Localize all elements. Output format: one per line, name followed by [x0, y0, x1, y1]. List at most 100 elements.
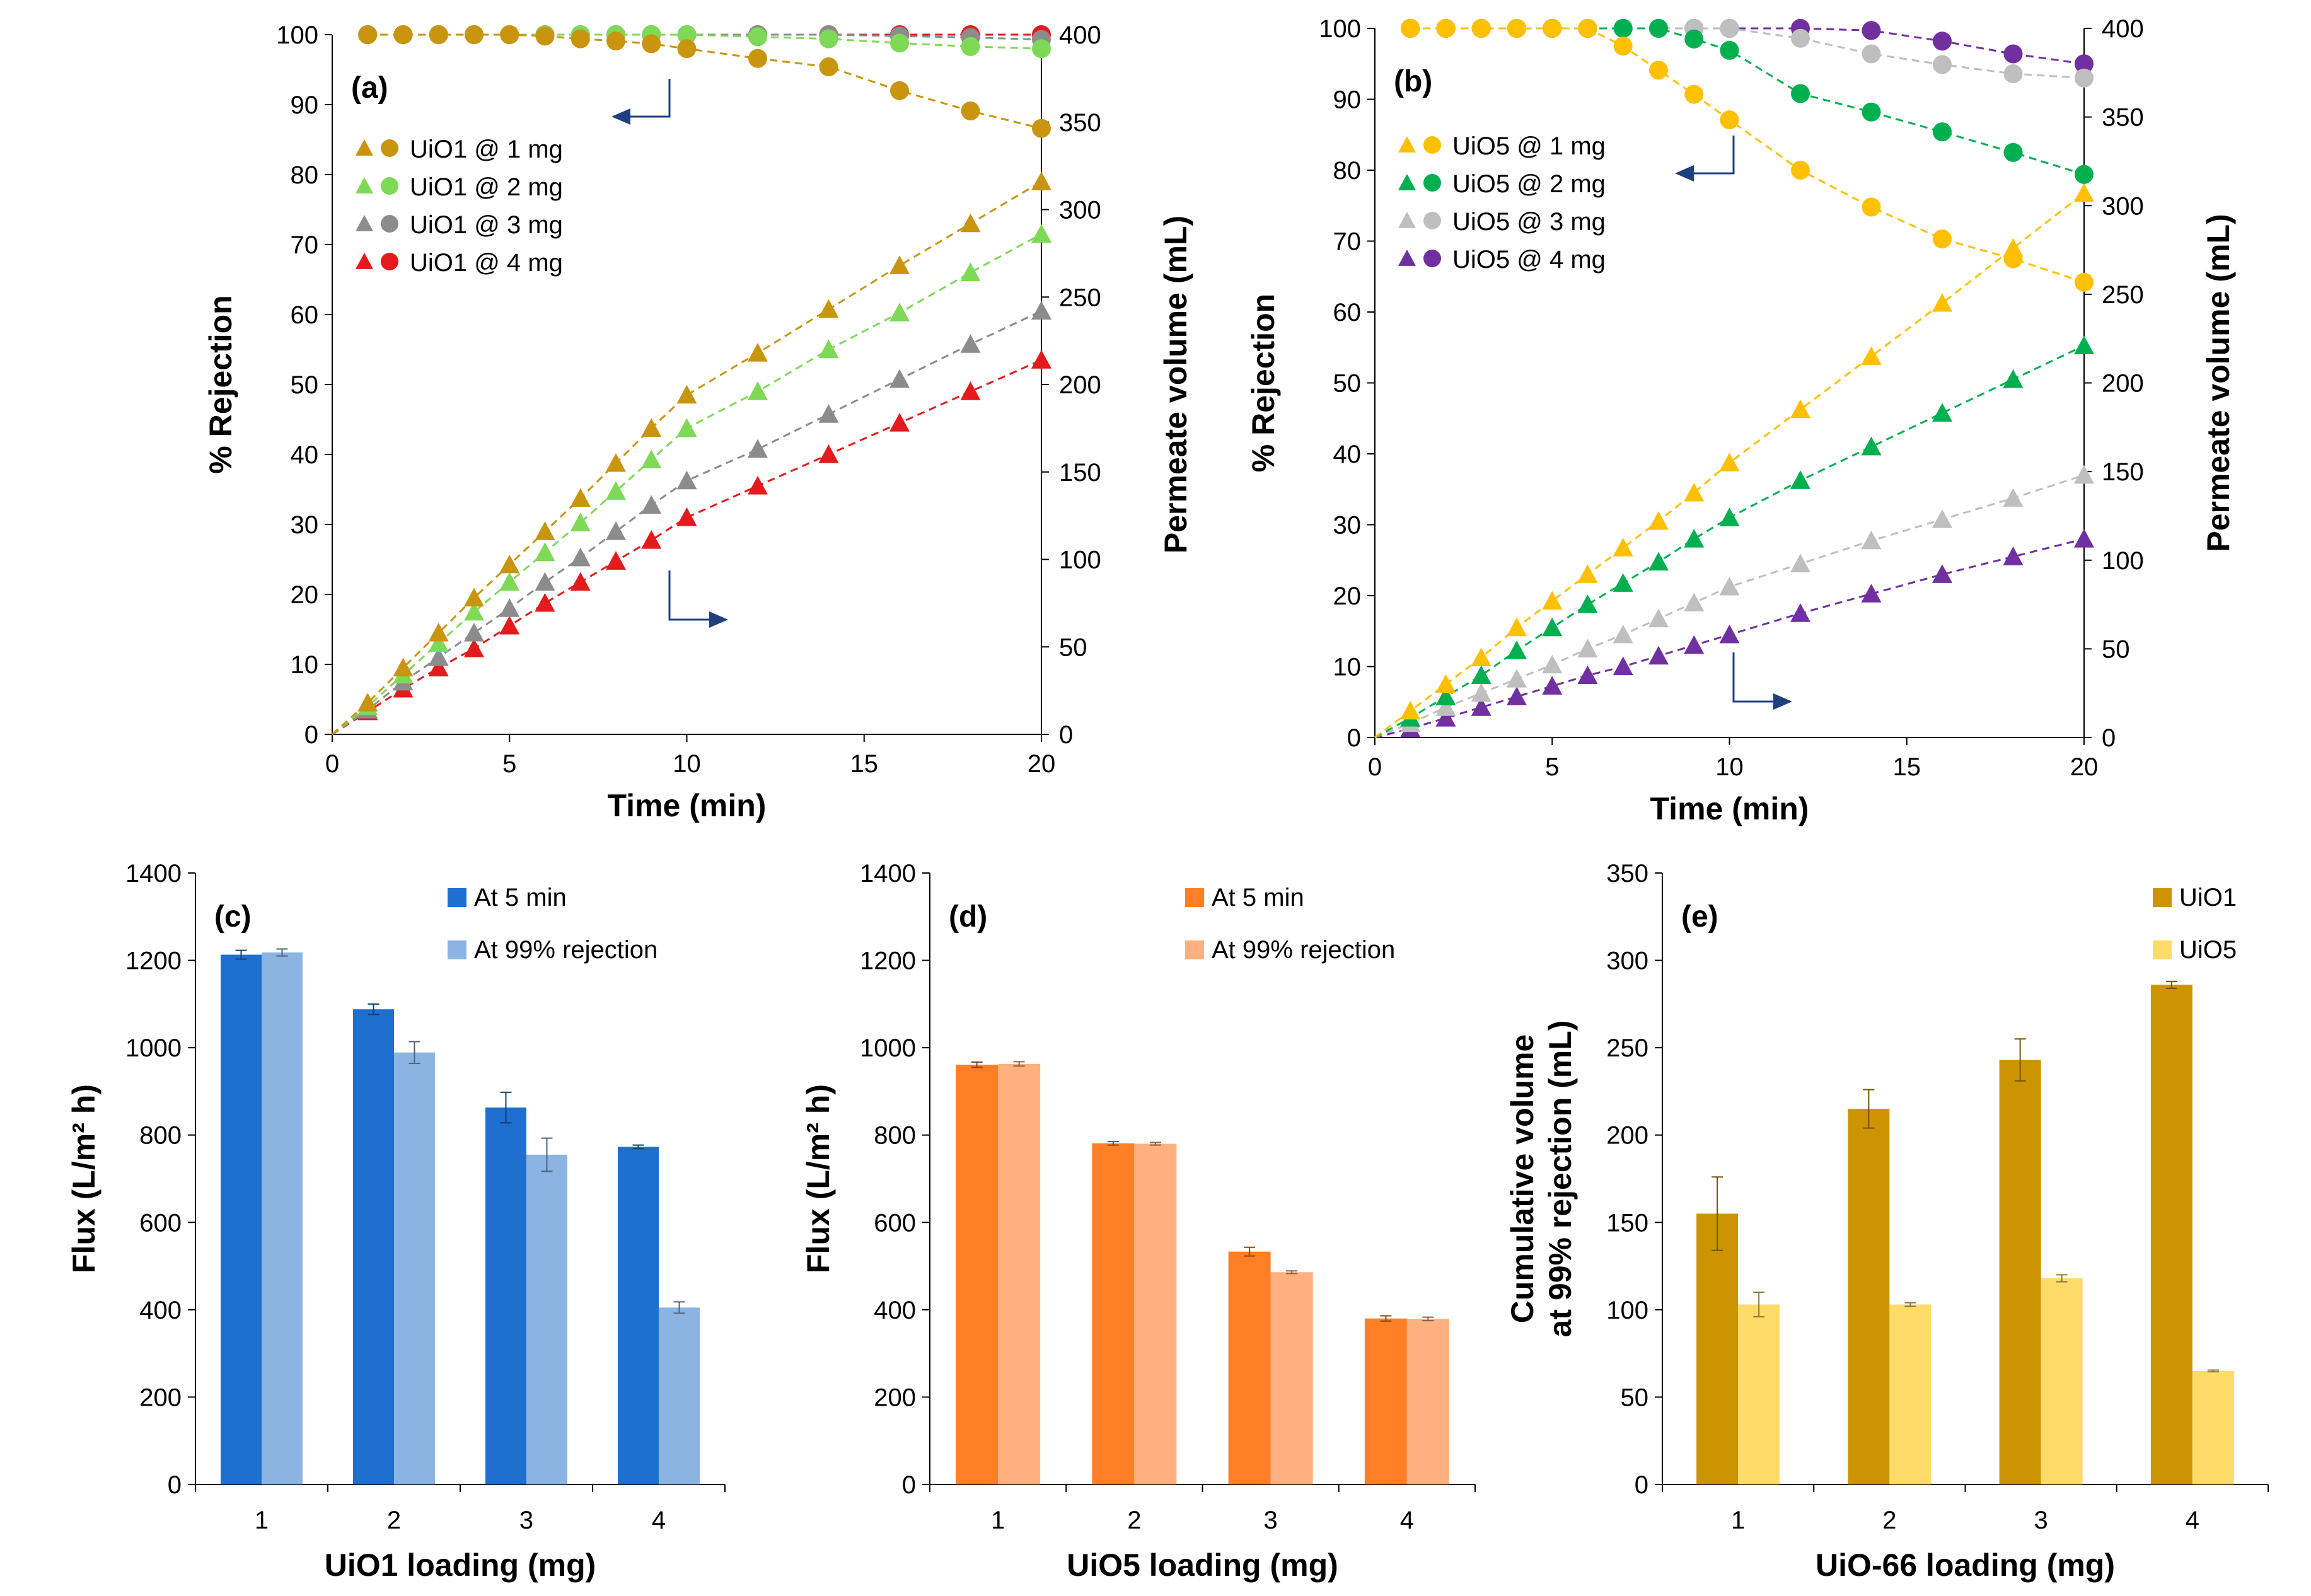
volume-point	[1684, 635, 1705, 654]
volume-point	[464, 601, 484, 621]
legend-dot	[1423, 174, 1441, 192]
y-tick-label: 1200	[125, 947, 182, 975]
y-left-tick-label: 90	[1333, 86, 1362, 114]
legend-label: UiO5 @ 1 mg	[1452, 132, 1606, 160]
legend-label: UiO1 @ 4 mg	[410, 249, 563, 277]
volume-point	[1861, 346, 1882, 365]
rejection-point	[961, 37, 980, 56]
bar-at-5-min	[956, 1065, 999, 1484]
legend-label: At 99% rejection	[474, 936, 657, 964]
volume-point	[1542, 617, 1563, 637]
volume-point	[2003, 546, 2024, 565]
volume-point	[1613, 656, 1633, 676]
rejection-point	[1791, 161, 1810, 180]
rejection-point	[535, 26, 555, 46]
y-left-tick-label: 100	[1319, 15, 1361, 43]
legend-label: At 5 min	[474, 884, 567, 911]
volume-point	[535, 572, 555, 591]
volume-point	[393, 657, 414, 677]
y-tick-label: 1200	[860, 947, 916, 975]
volume-point	[1861, 584, 1882, 603]
volume-point	[748, 439, 768, 458]
bar-at-5-min	[1364, 1318, 1407, 1484]
arrow-rejection-axis	[1691, 136, 1735, 175]
volume-point	[464, 587, 484, 607]
bar-at-99-rejection	[526, 1154, 567, 1484]
rejection-point	[1684, 29, 1704, 49]
y-left-tick-label: 40	[291, 441, 319, 469]
legend-label: UiO5	[2179, 936, 2237, 964]
volume-line	[1374, 538, 2085, 739]
bar-at-99-rejection	[659, 1307, 700, 1484]
volume-point	[1435, 674, 1456, 693]
bar-uio1	[1848, 1109, 1890, 1484]
volume-point	[464, 623, 484, 642]
x-tick-label: 3	[1264, 1506, 1278, 1534]
legend-dot	[381, 253, 398, 270]
rejection-point	[1791, 28, 1810, 48]
panel-c: 0 200 400 600 800 1000 1200 1400 1 2 3 4 UiO1 loadin…	[66, 860, 726, 1583]
panel-e: 0 50 100 150 200 250 300 350 1 2 3 4 UiO-66 loading …	[1505, 860, 2269, 1583]
rejection-point	[2075, 68, 2094, 88]
legend-triangle	[1398, 136, 1416, 153]
volume-point	[889, 303, 910, 321]
rejection-point	[358, 25, 378, 44]
volume-point	[1932, 403, 1952, 422]
arrow-rejection-axis-head	[1675, 165, 1694, 182]
legend-label: UiO5 @ 3 mg	[1452, 208, 1606, 236]
volume-point	[889, 369, 910, 388]
volume-point	[1400, 700, 1421, 720]
x-tick-label: 15	[850, 750, 879, 778]
volume-line	[332, 310, 1042, 736]
rejection-point	[1791, 84, 1810, 103]
y-tick-label: 800	[139, 1122, 182, 1150]
y-left-tick-label: 90	[291, 91, 319, 119]
volume-point	[676, 385, 697, 404]
bar-uio1	[1999, 1060, 2041, 1484]
volume-point	[818, 404, 839, 423]
y-tick-label: 0	[168, 1471, 182, 1499]
volume-point	[1542, 654, 1563, 674]
legend-dot	[381, 139, 398, 157]
legend-triangle	[356, 215, 373, 231]
volume-point	[606, 551, 626, 570]
y-left-tick-label: 0	[1347, 724, 1361, 752]
volume-point	[889, 413, 910, 432]
volume-point	[499, 572, 520, 591]
y-left-tick-label: 10	[291, 651, 319, 679]
panel-label: (d)	[949, 900, 987, 934]
arrow-volume-axis	[1732, 652, 1776, 703]
rejection-point	[571, 29, 590, 49]
rejection-point	[748, 49, 767, 68]
rejection-point	[1933, 32, 1952, 51]
x-tick-label: 4	[2186, 1506, 2199, 1534]
rejection-point	[1862, 102, 1881, 122]
rejection-point	[890, 33, 909, 53]
series-uio1-1-mg	[332, 25, 1051, 736]
y-left-tick-label: 100	[276, 21, 318, 49]
x-axis-title: UiO-66 loading (mg)	[1816, 1547, 2115, 1583]
x-tick-label: 2	[1882, 1506, 1896, 1534]
y-tick-label: 600	[874, 1209, 916, 1237]
y-left-tick-label: 60	[291, 301, 319, 329]
volume-point	[1031, 350, 1051, 369]
bar-at-99-rejection	[1406, 1319, 1449, 1484]
y-right-tick-label: 50	[2102, 635, 2130, 663]
y-right-tick-label: 400	[2102, 15, 2144, 43]
y-left-tick-label: 70	[1333, 228, 1362, 256]
bar-at-99-rejection	[394, 1052, 435, 1484]
legend-label: UiO5 @ 4 mg	[1452, 246, 1606, 274]
volume-point	[1471, 683, 1491, 702]
rejection-point	[393, 25, 413, 44]
volume-point	[2003, 369, 2024, 388]
volume-point	[676, 507, 697, 526]
volume-line	[332, 180, 1042, 736]
panel-label: (e)	[1681, 900, 1718, 934]
y-tick-label: 150	[1606, 1209, 1648, 1237]
rejection-point	[2003, 142, 2023, 162]
y-left-axis-title: % Rejection	[203, 295, 238, 473]
volume-point	[748, 381, 768, 400]
y-left-tick-label: 80	[1333, 157, 1362, 185]
x-tick-label: 1	[991, 1506, 1005, 1534]
